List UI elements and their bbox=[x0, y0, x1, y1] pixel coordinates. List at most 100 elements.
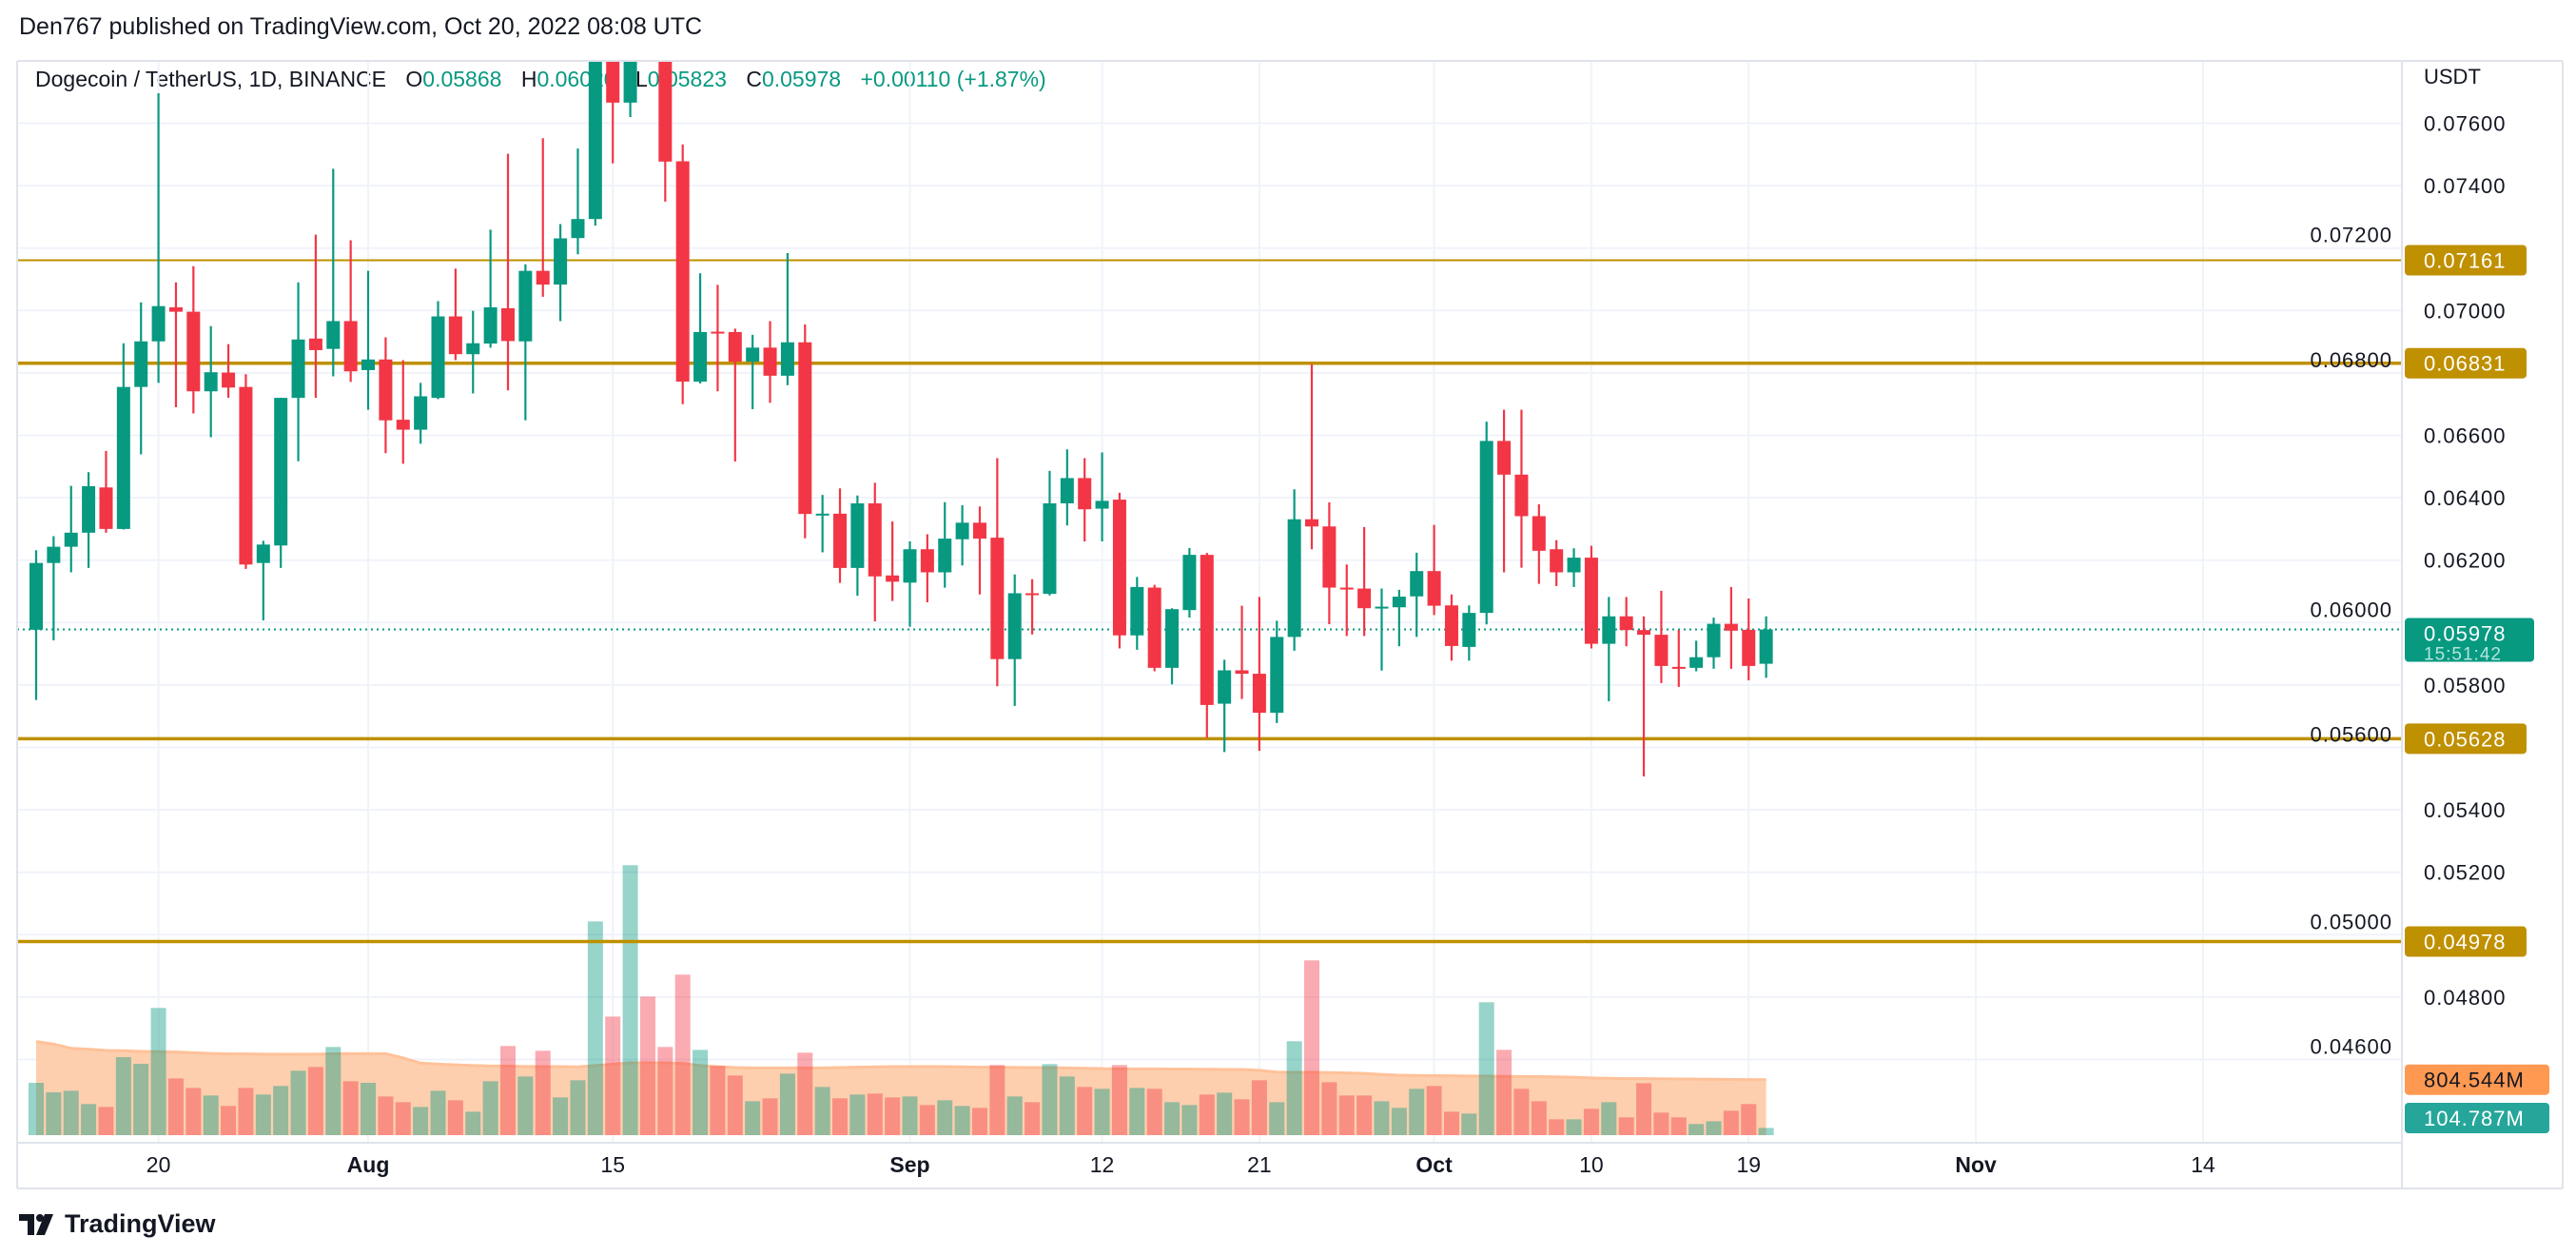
volume-badge: 104.787M bbox=[2405, 1103, 2549, 1133]
level-price-badge-text: 0.05628 bbox=[2424, 727, 2507, 751]
volume-bar bbox=[1566, 1119, 1582, 1135]
candle-body bbox=[711, 331, 725, 334]
price-axis-currency: USDT bbox=[2424, 65, 2481, 88]
candle-body bbox=[134, 341, 148, 387]
candle bbox=[256, 540, 270, 621]
candle bbox=[134, 302, 148, 455]
candle bbox=[1165, 608, 1180, 685]
candle-body bbox=[151, 305, 166, 342]
volume-badge-text: 104.787M bbox=[2424, 1107, 2525, 1130]
volume-bar bbox=[622, 865, 638, 1135]
level-price-badge: 0.06831 bbox=[2405, 347, 2527, 379]
candle-body bbox=[168, 307, 183, 312]
candle bbox=[815, 495, 829, 553]
candle-body bbox=[1567, 558, 1581, 573]
candle-body bbox=[1112, 500, 1126, 636]
candle bbox=[938, 501, 952, 588]
current-price-badge-bg bbox=[2405, 618, 2534, 662]
candle-body bbox=[1375, 606, 1389, 609]
candle bbox=[1095, 452, 1109, 542]
low-label: L bbox=[634, 67, 648, 91]
volume-ma-area bbox=[36, 1041, 1766, 1135]
candle-body bbox=[1637, 630, 1651, 636]
volume-bar bbox=[482, 1081, 498, 1135]
candles bbox=[29, 61, 1773, 777]
candle-body bbox=[1339, 587, 1354, 590]
candle-body bbox=[186, 311, 201, 392]
candle-body bbox=[1707, 623, 1721, 657]
candle-body bbox=[500, 308, 515, 342]
tradingview-logo[interactable]: TradingView bbox=[19, 1209, 216, 1239]
candle-body bbox=[658, 61, 673, 162]
candle-body bbox=[1410, 571, 1424, 597]
level-price-badge-text: 0.07161 bbox=[2424, 248, 2507, 272]
volume-bar bbox=[1653, 1112, 1669, 1135]
level-price-badge: 0.07161 bbox=[2405, 245, 2527, 276]
candle bbox=[1462, 605, 1476, 661]
volume-bar bbox=[1199, 1094, 1215, 1135]
candle-body bbox=[623, 61, 637, 103]
candle-body bbox=[1130, 586, 1144, 636]
volume-bar bbox=[1496, 1050, 1512, 1135]
candle bbox=[1287, 489, 1301, 651]
candle-body bbox=[938, 539, 952, 573]
candle bbox=[1707, 618, 1721, 669]
volume-bar bbox=[1006, 1096, 1023, 1135]
volume-bar bbox=[971, 1108, 987, 1135]
candle-body bbox=[588, 61, 602, 220]
candle bbox=[274, 398, 288, 568]
volume-bar bbox=[1706, 1121, 1722, 1135]
price-axis[interactable]: USDT 0.07600 0.07400 0.07200 0.07000 0.06800 0… bbox=[2310, 65, 2506, 1059]
volume-bar bbox=[1338, 1095, 1355, 1135]
price-axis-label: 0.04600 bbox=[2310, 1035, 2392, 1059]
volume-bar bbox=[1636, 1083, 1652, 1135]
candle bbox=[606, 61, 620, 164]
candle-body bbox=[1479, 441, 1493, 614]
volume-bar bbox=[307, 1067, 323, 1135]
candle bbox=[588, 61, 602, 226]
candle bbox=[1619, 597, 1633, 647]
horizontal-levels[interactable] bbox=[17, 259, 2402, 944]
price-axis-label: 0.05600 bbox=[2310, 723, 2392, 747]
candle bbox=[536, 138, 550, 297]
symbol-title[interactable]: Dogecoin / TetherUS, 1D, BINANCE bbox=[35, 67, 387, 91]
candle bbox=[1357, 526, 1372, 637]
volume-bar bbox=[150, 1008, 166, 1135]
volume-bar bbox=[203, 1095, 219, 1135]
candle bbox=[82, 472, 96, 568]
volume-bar bbox=[1443, 1111, 1459, 1135]
candle-body bbox=[1357, 588, 1372, 609]
candle-body bbox=[1287, 519, 1301, 638]
candle bbox=[1479, 422, 1493, 625]
volume-bar bbox=[779, 1073, 795, 1135]
candle bbox=[1514, 409, 1529, 568]
candle-body bbox=[274, 398, 288, 546]
candle bbox=[431, 301, 445, 400]
candle-body bbox=[47, 546, 61, 563]
candle bbox=[1339, 564, 1354, 637]
time-axis[interactable]: 20 Aug 15 Sep 12 21 Oct 10 19 Nov 14 bbox=[146, 1152, 2215, 1177]
candle-body bbox=[763, 347, 777, 376]
volume-bar bbox=[1601, 1102, 1617, 1135]
candle bbox=[64, 485, 78, 573]
volume-bar bbox=[273, 1086, 289, 1135]
volume-bar bbox=[1146, 1089, 1162, 1135]
volume-bar bbox=[185, 1088, 202, 1135]
candle-body bbox=[466, 343, 480, 355]
level-price-badge: 0.05628 bbox=[2405, 723, 2527, 755]
candle bbox=[1270, 620, 1284, 723]
candle-body bbox=[1742, 629, 1756, 666]
candle bbox=[168, 282, 183, 407]
volume-bar bbox=[570, 1080, 586, 1135]
volume-bar bbox=[902, 1096, 918, 1135]
candle bbox=[675, 144, 690, 404]
volume-bar bbox=[954, 1106, 970, 1135]
level-price-badge-text: 0.04978 bbox=[2424, 931, 2507, 954]
candle-body bbox=[379, 359, 393, 421]
candle bbox=[151, 93, 166, 383]
candle bbox=[1112, 492, 1126, 649]
volume-bar bbox=[325, 1047, 342, 1135]
candle bbox=[466, 310, 480, 394]
candle bbox=[1305, 363, 1319, 550]
